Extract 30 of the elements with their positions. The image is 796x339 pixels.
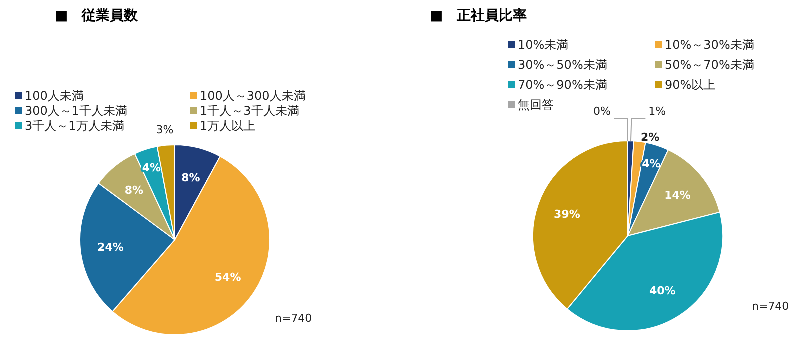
chart-title: ■ 従業員数 [55, 8, 140, 24]
legend-label: 50%～70%未満 [665, 58, 754, 72]
legend-label: 300人～1千人未満 [25, 104, 128, 118]
data-label: 40% [649, 284, 676, 298]
data-label: 14% [664, 188, 691, 202]
legend-label: 無回答 [518, 98, 554, 112]
text: n=740 [752, 300, 790, 313]
data-label: 2% [641, 130, 660, 144]
legend-label: 100人～300人未満 [200, 89, 306, 103]
chart-title: ■ 正社員比率 [430, 7, 528, 24]
legend-label: 10%未満 [518, 38, 569, 52]
legend-label: 70%～90%未満 [518, 78, 608, 92]
data-label: 1% [648, 105, 666, 118]
data-label: 4% [142, 162, 162, 175]
data-label: 8% [182, 171, 200, 184]
data-label: 8% [124, 184, 144, 197]
legend-label: 1千人～3千人未満 [200, 104, 300, 118]
data-label: 4% [642, 158, 661, 171]
data-label: 3% [156, 123, 174, 136]
legend-label: 30%～50%未満 [518, 58, 608, 72]
legend-label: 100人未満 [25, 89, 84, 103]
data-label: 54% [214, 270, 242, 284]
text: n=740 [275, 312, 312, 325]
legend-label: 1万人以上 [200, 119, 256, 133]
data-label: 24% [98, 241, 124, 254]
legend-label: 10%～30%未満 [665, 38, 754, 52]
legend-label: 3千人～1万人未満 [25, 119, 124, 133]
legend-label: 90%以上 [665, 78, 716, 92]
text: 0% [594, 105, 611, 118]
data-label: 39% [554, 208, 580, 222]
